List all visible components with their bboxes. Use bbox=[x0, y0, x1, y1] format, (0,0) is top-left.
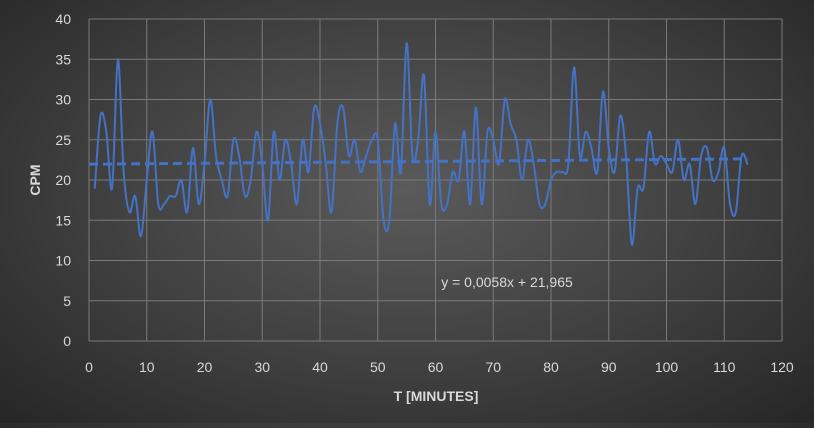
x-tick-label: 90 bbox=[601, 359, 617, 375]
y-tick-label: 15 bbox=[55, 212, 71, 228]
x-tick-label: 110 bbox=[713, 359, 736, 375]
x-tick-label: 120 bbox=[770, 359, 794, 375]
x-tick-label: 60 bbox=[428, 359, 444, 375]
y-axis-ticks: 0 5 10 15 20 25 30 35 40 bbox=[55, 11, 71, 349]
gridlines bbox=[89, 19, 782, 341]
y-tick-label: 30 bbox=[55, 92, 71, 108]
y-axis-title: CPM bbox=[27, 164, 43, 195]
y-tick-label: 10 bbox=[55, 253, 71, 269]
x-tick-label: 20 bbox=[197, 359, 213, 375]
y-tick-label: 25 bbox=[55, 132, 71, 148]
x-tick-label: 80 bbox=[543, 359, 559, 375]
x-tick-label: 50 bbox=[370, 359, 386, 375]
y-tick-label: 5 bbox=[63, 293, 71, 309]
x-axis-title: T [MINUTES] bbox=[394, 388, 479, 404]
trendline bbox=[89, 159, 747, 164]
x-tick-label: 30 bbox=[254, 359, 270, 375]
x-tick-label: 100 bbox=[655, 359, 679, 375]
y-tick-label: 20 bbox=[55, 172, 71, 188]
x-axis-ticks: 0 10 20 30 40 50 60 70 80 90 100 110 120 bbox=[85, 359, 794, 375]
y-tick-label: 40 bbox=[55, 11, 71, 27]
x-tick-label: 0 bbox=[85, 359, 93, 375]
trendline-equation: y = 0,0058x + 21,965 bbox=[441, 274, 573, 290]
y-tick-label: 0 bbox=[63, 333, 71, 349]
series bbox=[95, 43, 748, 245]
x-tick-label: 10 bbox=[139, 359, 155, 375]
series-line bbox=[95, 43, 748, 245]
trendline-path bbox=[89, 159, 747, 164]
y-tick-label: 35 bbox=[55, 51, 71, 67]
x-tick-label: 70 bbox=[485, 359, 501, 375]
x-tick-label: 40 bbox=[312, 359, 328, 375]
